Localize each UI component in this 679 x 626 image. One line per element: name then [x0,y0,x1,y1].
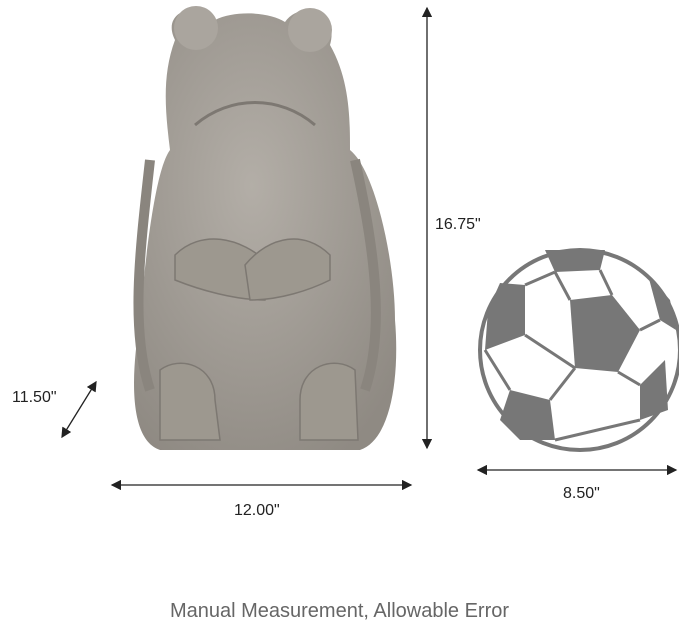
width-label: 12.00" [234,502,280,519]
depth-arrow [61,380,97,439]
soccer-ball-icon [478,248,679,452]
frog-statue [133,6,397,450]
ball-diameter-label: 8.50" [563,485,600,502]
caption: Manual Measurement, Allowable Error [169,600,510,622]
dimension-arrows [61,6,678,491]
depth-label: 11.50" [12,389,57,406]
height-label: 16.75" [435,216,481,233]
